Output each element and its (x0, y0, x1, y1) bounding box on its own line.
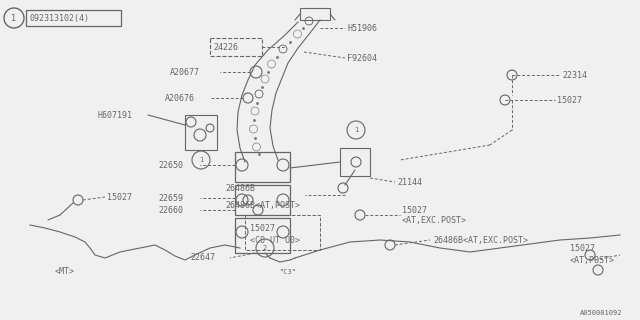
Text: 1: 1 (199, 157, 203, 163)
Text: 1: 1 (354, 127, 358, 133)
Text: 22660: 22660 (158, 205, 183, 214)
Text: 26486B<AT,EXC.POST>: 26486B<AT,EXC.POST> (433, 236, 528, 244)
Bar (185, 115, 217, 150)
Bar (235, 218, 290, 253)
Bar (26, 10, 121, 26)
Bar (245, 215, 320, 250)
Text: <AT,POST>: <AT,POST> (570, 255, 615, 265)
Text: 22650: 22650 (158, 161, 183, 170)
Text: 15027: 15027 (107, 193, 132, 202)
Text: 22659: 22659 (158, 194, 183, 203)
Text: H607191: H607191 (98, 110, 133, 119)
Text: <MT>: <MT> (55, 268, 75, 276)
Text: A20677: A20677 (170, 68, 200, 76)
Text: 22314: 22314 (562, 70, 587, 79)
Text: 26486B<AT,POST>: 26486B<AT,POST> (225, 201, 300, 210)
Text: 24226: 24226 (213, 43, 238, 52)
Text: 26486B: 26486B (225, 183, 255, 193)
Text: 1: 1 (12, 13, 17, 22)
Text: 15027: 15027 (557, 95, 582, 105)
Bar (340, 148, 370, 176)
Text: <AT,EXC.POST>: <AT,EXC.POST> (402, 215, 467, 225)
Text: F92604: F92604 (347, 53, 377, 62)
Text: 22647: 22647 (190, 253, 215, 262)
Text: 15027: 15027 (402, 205, 427, 214)
Bar (235, 152, 290, 182)
Text: 15027: 15027 (250, 223, 275, 233)
Text: H51906: H51906 (347, 23, 377, 33)
Text: 2: 2 (263, 245, 267, 251)
Bar (235, 185, 290, 215)
Text: 092313102(4): 092313102(4) (29, 13, 89, 22)
Text: A050001092: A050001092 (580, 310, 623, 316)
Text: 21144: 21144 (397, 178, 422, 187)
Text: "C3": "C3" (280, 269, 297, 275)
Bar (300, 8, 330, 20)
Bar (210, 38, 262, 56)
Text: A20676: A20676 (165, 93, 195, 102)
Text: <CO UT U0>: <CO UT U0> (250, 236, 300, 244)
Text: 15027: 15027 (570, 244, 595, 252)
